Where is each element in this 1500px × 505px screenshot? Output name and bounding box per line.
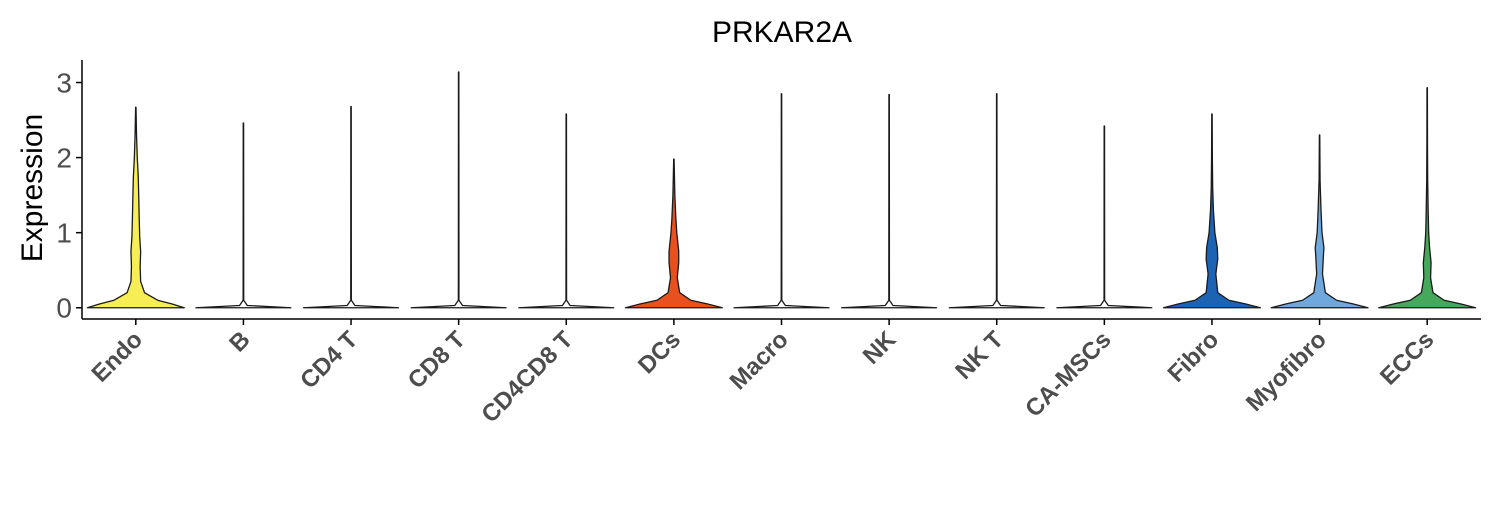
- x-tick-label-nk: NK: [858, 326, 902, 370]
- x-ticks: Endo B CD4 T CD8 T CD4CD8 T DCs Macro NK NK T CA-…: [87, 319, 1439, 428]
- y-tick-label: 2: [56, 143, 72, 174]
- plot-area: [86, 71, 1477, 309]
- x-tick-label-eccs: ECCs: [1375, 326, 1439, 390]
- x-tick-label-dcs: DCs: [633, 326, 686, 379]
- y-tick-label: 3: [56, 68, 72, 99]
- x-tick-label-cd4cd8-t: CD4CD8 T: [476, 326, 578, 428]
- violin-eccs: [1378, 87, 1477, 309]
- x-tick-label-endo: Endo: [87, 326, 149, 388]
- violin-cd4cd8-t: [518, 113, 615, 309]
- y-tick-label: 1: [56, 218, 72, 249]
- violin-cd8-t: [410, 71, 507, 309]
- violin-endo: [86, 106, 185, 309]
- x-tick-label-myofibro: Myofibro: [1241, 326, 1332, 417]
- x-tick-label-fibro: Fibro: [1163, 326, 1225, 388]
- y-axis-label: Expression: [16, 114, 49, 262]
- violin-ca-mscs: [1056, 125, 1153, 309]
- y-tick-label: 0: [56, 293, 72, 324]
- violin-nk: [841, 93, 938, 309]
- violin-fibro: [1162, 113, 1262, 309]
- x-tick-label-b: B: [224, 326, 255, 357]
- x-tick-label-macro: Macro: [725, 326, 794, 395]
- violin-macro: [733, 93, 830, 309]
- x-tick-label-cd4-t: CD4 T: [295, 326, 363, 394]
- chart-title: PRKAR2A: [712, 16, 852, 49]
- violin-b: [195, 122, 292, 309]
- violin-dcs: [624, 158, 723, 309]
- violin-cd4-t: [302, 105, 400, 309]
- x-tick-label-nk-t: NK T: [950, 326, 1009, 385]
- x-tick-label-ca-mscs: CA-MSCs: [1020, 326, 1116, 422]
- violin-myofibro: [1270, 134, 1369, 309]
- x-tick-label-cd8-t: CD8 T: [403, 326, 471, 394]
- violin-nk-t: [948, 93, 1045, 309]
- y-ticks: 0 1 2 3: [56, 68, 82, 324]
